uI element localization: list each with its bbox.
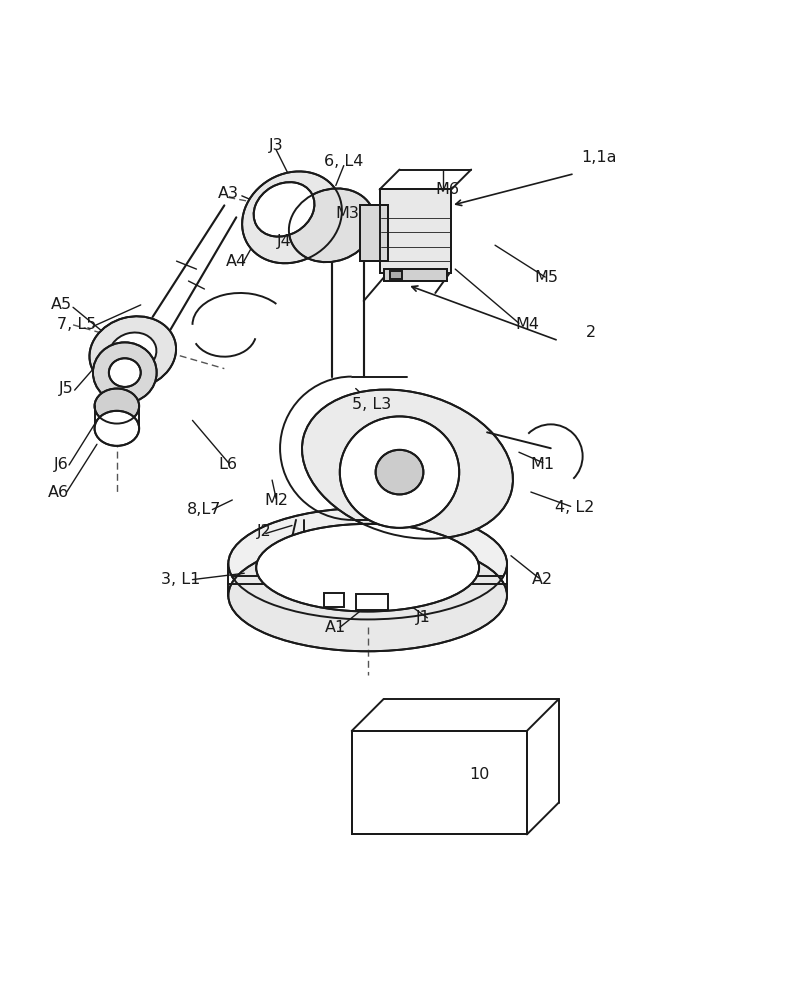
Ellipse shape bbox=[93, 342, 157, 403]
Text: J3: J3 bbox=[268, 138, 284, 153]
Ellipse shape bbox=[289, 188, 375, 262]
Text: M5: M5 bbox=[535, 270, 559, 285]
Ellipse shape bbox=[229, 508, 507, 619]
Ellipse shape bbox=[376, 450, 423, 494]
Ellipse shape bbox=[253, 182, 315, 237]
Text: J1: J1 bbox=[416, 610, 431, 625]
Text: A4: A4 bbox=[225, 254, 247, 269]
Bar bbox=[384, 269, 447, 281]
Ellipse shape bbox=[94, 389, 139, 424]
Bar bbox=[324, 593, 344, 607]
Text: J6: J6 bbox=[54, 457, 69, 472]
Text: M6: M6 bbox=[435, 182, 459, 197]
Text: A2: A2 bbox=[532, 572, 554, 587]
Text: L6: L6 bbox=[219, 457, 238, 472]
Ellipse shape bbox=[94, 411, 139, 446]
Bar bbox=[360, 205, 388, 261]
Bar bbox=[352, 731, 527, 834]
Text: A3: A3 bbox=[218, 186, 239, 201]
Text: A1: A1 bbox=[325, 620, 347, 635]
Ellipse shape bbox=[302, 390, 513, 539]
Text: M2: M2 bbox=[264, 493, 288, 508]
Ellipse shape bbox=[109, 333, 157, 373]
Text: M4: M4 bbox=[515, 317, 539, 332]
Bar bbox=[360, 205, 388, 261]
Bar bbox=[380, 189, 451, 273]
Text: 1,1a: 1,1a bbox=[581, 150, 616, 165]
Ellipse shape bbox=[229, 540, 507, 651]
Bar bbox=[384, 269, 447, 281]
Text: M1: M1 bbox=[531, 457, 555, 472]
Text: 5, L3: 5, L3 bbox=[352, 397, 392, 412]
Ellipse shape bbox=[109, 358, 141, 387]
Bar bbox=[356, 594, 388, 610]
Bar bbox=[352, 731, 527, 834]
Text: M3: M3 bbox=[336, 206, 360, 221]
Ellipse shape bbox=[340, 416, 459, 528]
Text: J2: J2 bbox=[256, 524, 272, 539]
Text: 7, L5: 7, L5 bbox=[58, 317, 97, 332]
Ellipse shape bbox=[89, 316, 176, 389]
Bar bbox=[380, 189, 451, 273]
Bar bbox=[390, 271, 402, 279]
Text: 2: 2 bbox=[586, 325, 596, 340]
Text: 4, L2: 4, L2 bbox=[555, 500, 594, 515]
Text: J4: J4 bbox=[276, 234, 292, 249]
Text: A6: A6 bbox=[48, 485, 70, 500]
Text: 10: 10 bbox=[469, 767, 489, 782]
Text: J5: J5 bbox=[59, 381, 74, 396]
Text: 6, L4: 6, L4 bbox=[324, 154, 364, 169]
Ellipse shape bbox=[242, 171, 342, 263]
Text: 8,L7: 8,L7 bbox=[187, 502, 221, 517]
Text: 3, L1: 3, L1 bbox=[161, 572, 201, 587]
Text: A5: A5 bbox=[50, 297, 72, 312]
Ellipse shape bbox=[256, 524, 479, 611]
